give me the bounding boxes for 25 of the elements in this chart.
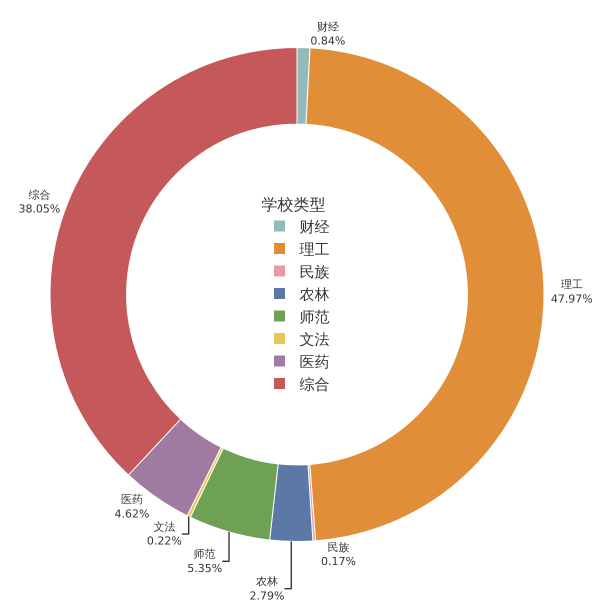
data-label: 2.79%	[249, 589, 284, 602]
data-label: 47.97%	[550, 292, 593, 306]
data-label: 4.62%	[114, 507, 150, 520]
slice-label: 理工	[560, 278, 583, 292]
legend-label: 师范	[300, 308, 330, 326]
slice-label: 民族	[328, 540, 350, 554]
legend-label: 综合	[300, 375, 330, 394]
slice-label: 综合	[28, 188, 50, 202]
legend-title: 学校类型	[262, 194, 326, 214]
legend-label: 民族	[300, 262, 330, 281]
data-label: 5.35%	[187, 562, 222, 575]
slice-label: 师范	[194, 548, 216, 561]
legend-label: 医药	[300, 352, 330, 371]
legend-label: 文法	[300, 330, 330, 348]
data-label: 0.84%	[310, 34, 346, 48]
slice-label: 文法	[153, 520, 176, 534]
legend-label: 理工	[300, 240, 330, 258]
legend-label: 财经	[300, 218, 330, 236]
data-label: 0.22%	[146, 534, 182, 548]
slice-label: 财经	[316, 20, 339, 34]
legend-label: 农林	[300, 285, 330, 304]
data-label: 0.17%	[321, 555, 356, 568]
slice-label: 医药	[121, 493, 144, 506]
slice-label: 农林	[256, 574, 278, 588]
data-label: 38.05%	[18, 202, 60, 216]
